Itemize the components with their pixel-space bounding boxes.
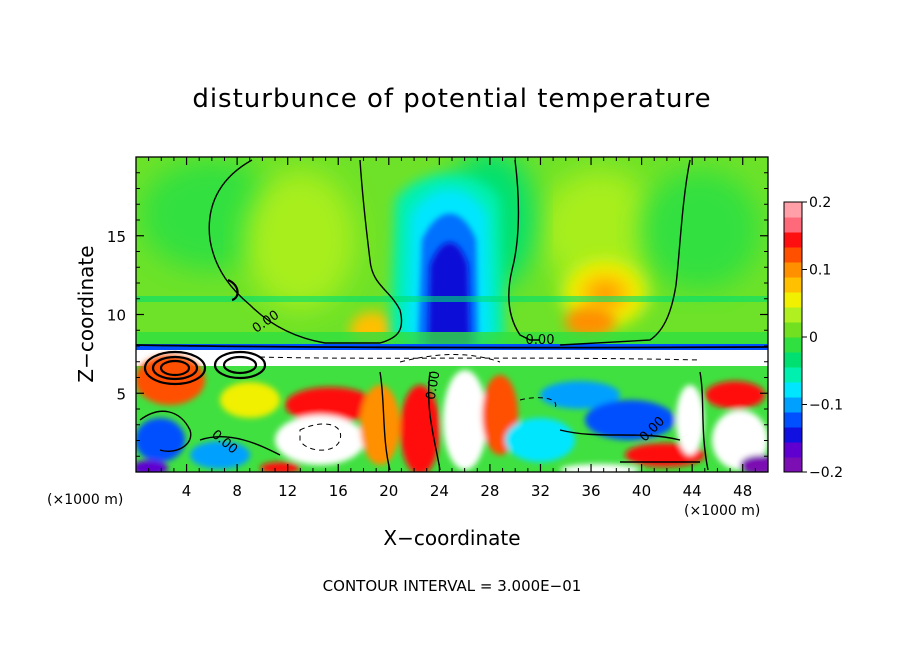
y-tick-label: 5 — [116, 385, 126, 403]
colorbar-swatch — [784, 262, 802, 278]
x-tick-label: 44 — [683, 482, 702, 500]
colorbar-swatch — [784, 442, 802, 458]
contour-field — [136, 157, 768, 472]
colorbar-swatch — [784, 397, 802, 413]
x-tick-label: 8 — [232, 482, 242, 500]
x-axis: 4 8 12 16 20 24 28 32 36 40 44 48 — [148, 157, 756, 500]
x-tick-label: 32 — [531, 482, 550, 500]
colorbar-tick-label: 0.2 — [809, 195, 831, 211]
colorbar-swatch — [784, 367, 802, 383]
x-unit-label-right: (×1000 m) — [684, 503, 761, 519]
colorbar-swatch — [784, 202, 802, 218]
x-tick-label: 16 — [329, 482, 348, 500]
colorbar-tick-label: −0.1 — [809, 398, 843, 414]
contour-interval-note: CONTOUR INTERVAL = 3.000E−01 — [322, 577, 582, 595]
colorbar-swatch — [784, 292, 802, 308]
colorbar-tick-label: 0 — [809, 330, 818, 346]
colorbar-swatch — [784, 382, 802, 398]
colorbar-swatch — [784, 352, 802, 368]
colorbar-swatch — [784, 427, 802, 443]
y-axis-label: Z−coordinate — [74, 245, 98, 383]
x-tick-label: 12 — [278, 482, 297, 500]
colorbar-swatch — [784, 337, 802, 353]
colorbar-swatch — [784, 277, 802, 293]
colorbar-swatch — [784, 232, 802, 248]
x-unit-label-left: (×1000 m) — [47, 492, 124, 508]
x-tick-label: 36 — [581, 482, 600, 500]
colorbar: 0.2 0.1 0 −0.1 −0.2 — [783, 195, 843, 481]
x-tick-label: 40 — [632, 482, 651, 500]
colorbar-swatch — [784, 412, 802, 428]
colorbar-swatch — [784, 307, 802, 323]
colorbar-swatch — [784, 322, 802, 338]
x-tick-label: 28 — [480, 482, 499, 500]
x-axis-label: X−coordinate — [383, 526, 521, 550]
x-tick-label: 48 — [733, 482, 752, 500]
contour-value-label: 0.00 — [424, 370, 444, 401]
chart-title: disturbunce of potential temperature — [192, 84, 712, 114]
colorbar-swatch — [784, 457, 802, 473]
y-tick-label: 10 — [107, 307, 126, 325]
x-tick-label: 4 — [182, 482, 192, 500]
colorbar-swatch — [784, 217, 802, 233]
y-tick-label: 15 — [107, 228, 126, 246]
y-axis: 5 10 15 — [107, 172, 768, 457]
contour-value-label: 0.00 — [526, 333, 555, 348]
x-tick-label: 20 — [379, 482, 398, 500]
colorbar-tick-label: −0.2 — [809, 465, 843, 481]
colorbar-tick-label: 0.1 — [809, 263, 831, 279]
x-tick-label: 24 — [430, 482, 449, 500]
colorbar-swatch — [784, 247, 802, 263]
